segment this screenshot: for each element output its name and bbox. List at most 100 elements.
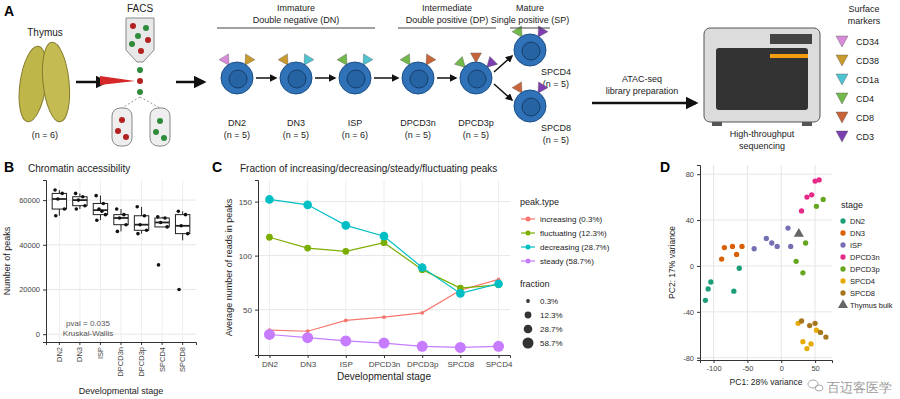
grid-line: [781, 165, 782, 360]
point: [124, 223, 128, 227]
legend-symbol: [526, 231, 531, 236]
grid-line: [700, 311, 832, 312]
receptor: [512, 82, 522, 93]
point: [494, 279, 503, 288]
tick-mark: [714, 360, 715, 363]
deflection: [140, 97, 160, 108]
point: [818, 330, 823, 335]
legend-symbol: [840, 254, 845, 259]
cell-nucleus: [410, 70, 428, 88]
label: DPCD3n: [400, 118, 436, 128]
legend-label: Thymus bulk: [850, 301, 893, 310]
point: [145, 228, 149, 232]
arrow: [315, 77, 335, 79]
axis: DN2DN3ISPDPCD3nDPCD3pSPCD8SPCD4: [259, 355, 513, 369]
label: CD4: [856, 94, 874, 104]
cell-dot: [119, 117, 125, 123]
point: [379, 338, 390, 349]
legend-symbol: [840, 230, 845, 235]
legend-label: fluctuating (12.3%): [540, 229, 607, 238]
label: Surface: [848, 4, 879, 14]
tick: 0: [780, 360, 784, 373]
label: SPCD4: [541, 67, 571, 77]
receptor: [454, 56, 465, 67]
tick-label: 0: [36, 330, 40, 339]
point: [302, 332, 313, 343]
label: Average number of reads in peaks: [224, 198, 234, 336]
axis: 50100150: [239, 181, 259, 356]
receptor: [304, 54, 314, 65]
tick-mark: [308, 355, 309, 358]
point: [340, 335, 351, 346]
panel-label: B: [4, 159, 14, 175]
cell-dot: [135, 33, 141, 39]
label: Single positive (SP): [491, 15, 570, 25]
thymus-lobe: [39, 41, 73, 123]
marker-symbol: [836, 36, 848, 47]
receptor: [245, 54, 255, 65]
label: (n = 6): [32, 130, 58, 140]
point: [814, 204, 819, 209]
tick-mark: [697, 174, 700, 175]
cell-body: [402, 62, 434, 94]
marker-symbol: [836, 131, 848, 142]
axis: -100-50050: [701, 360, 833, 373]
label: Intermediate: [422, 3, 472, 13]
point: [812, 321, 817, 326]
cell-nucleus: [468, 70, 486, 88]
grid-line: [713, 165, 714, 360]
tick: DN2: [262, 355, 279, 369]
cell-nucleus: [522, 42, 540, 60]
cell-nucleus: [522, 98, 540, 116]
tick: DN2: [55, 342, 64, 362]
label: ATAC-seq: [622, 74, 662, 84]
panel-label: D: [660, 159, 670, 175]
label: SPCD8: [541, 123, 571, 133]
point: [803, 240, 808, 245]
arrow: [494, 56, 512, 72]
grid-line: [460, 180, 461, 355]
group-rule: [398, 28, 496, 29]
point: [382, 315, 386, 319]
cell-dot: [157, 118, 163, 124]
label: library preparation: [606, 86, 679, 96]
legend-symbol: [840, 242, 845, 247]
tick-mark: [255, 202, 258, 203]
legend-symbol: [526, 259, 531, 264]
tick-label: 60000: [19, 196, 40, 205]
label: Thymus: [27, 27, 63, 38]
tick: DN3: [300, 355, 317, 369]
label: (n = 6): [342, 130, 368, 140]
grid-line: [384, 180, 385, 355]
tick-label: SPCD8: [178, 347, 187, 372]
point: [159, 221, 163, 225]
tick-mark: [346, 355, 347, 358]
point: [303, 201, 312, 210]
tick: 0: [36, 330, 46, 339]
label: CD34: [856, 37, 879, 47]
tick-mark: [815, 360, 816, 363]
receptor: [337, 54, 347, 65]
cell: [337, 54, 373, 94]
legend-size: [525, 312, 532, 319]
arrow: [592, 102, 696, 105]
tick-mark: [697, 266, 700, 267]
tick: DPCD3n: [116, 342, 125, 377]
point: [184, 213, 188, 217]
tick-mark: [269, 355, 270, 358]
cell-nucleus: [229, 70, 247, 88]
point: [455, 342, 466, 353]
marker-symbol: [836, 112, 848, 123]
group-rule: [510, 28, 550, 29]
grid-line: [747, 165, 748, 360]
arrow: [176, 81, 204, 84]
grid-line: [121, 180, 122, 342]
box: [134, 216, 148, 231]
tick-mark: [121, 342, 122, 345]
tick-label: ISP: [96, 347, 105, 359]
line: [269, 237, 498, 288]
point: [54, 214, 58, 218]
label: FACS: [127, 3, 153, 14]
label: Fraction of increasing/decreasing/steady…: [240, 163, 497, 174]
point: [115, 207, 119, 211]
